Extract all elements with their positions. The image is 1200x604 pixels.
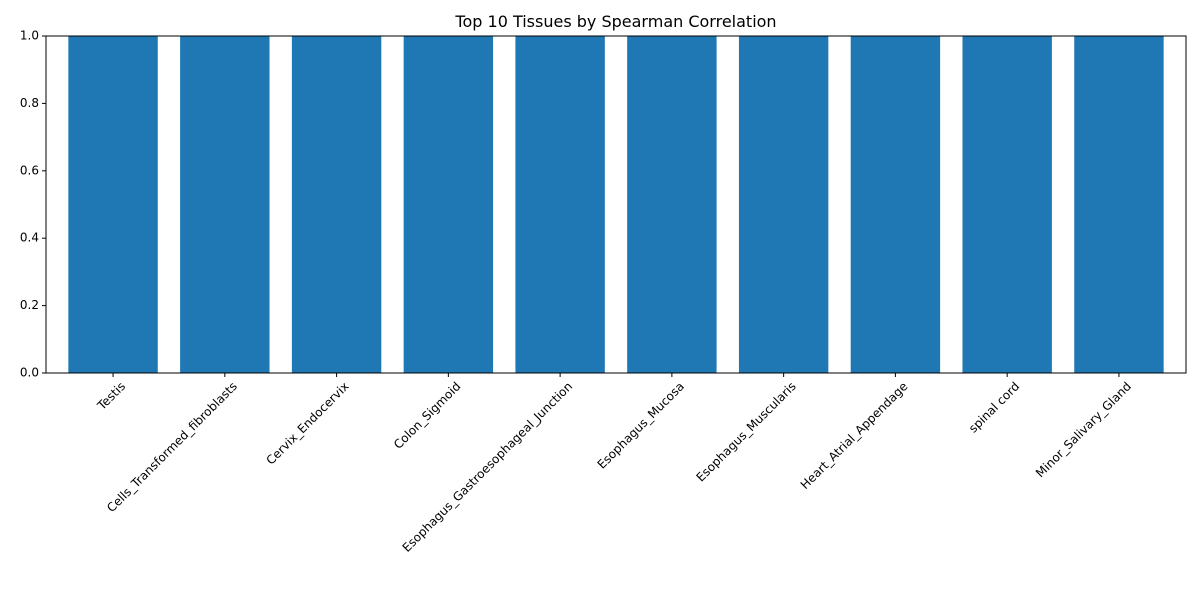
plot-frame: [45, 35, 1187, 374]
y-tick-label-3: 0.4: [20, 231, 39, 245]
y-tick-label-5: 0.8: [20, 96, 39, 110]
y-axis: 0.0 0.2 0.4 0.6 0.8 1.0: [20, 29, 46, 380]
x-tick-label-8: Heart_Atrial_Appendage: [798, 379, 911, 492]
x-tick-label-1: Testis: [94, 379, 128, 413]
bar-10: [1074, 36, 1164, 373]
bar-8: [850, 36, 941, 373]
y-tick-label-1: 0.0: [20, 366, 39, 380]
x-tick-label-10: Minor_Salivary_Gland: [1033, 379, 1134, 480]
bar-4: [403, 36, 494, 373]
x-tick-label-3: Cervix_Endocervix: [263, 379, 351, 467]
y-tick-label-2: 0.2: [20, 298, 39, 312]
bar-2: [180, 36, 270, 373]
bar-3: [291, 36, 382, 373]
bar-6: [627, 36, 717, 373]
bars-group: [68, 36, 1164, 373]
x-tick-label-2: Cells_Transformed_fibroblasts: [104, 379, 240, 515]
bar-5: [515, 36, 605, 373]
bar-1: [68, 36, 158, 373]
y-tick-label-6: 1.0: [20, 29, 39, 43]
bar-7: [738, 36, 829, 373]
x-tick-label-4: Colon_Sigmoid: [391, 379, 464, 452]
bar-9: [962, 36, 1052, 373]
x-tick-label-6: Esophagus_Mucosa: [595, 379, 687, 471]
x-tick-label-9: spinal cord: [966, 379, 1022, 435]
x-tick-label-7: Esophagus_Muscularis: [694, 379, 799, 484]
chart-title: Top 10 Tissues by Spearman Correlation: [454, 12, 776, 31]
y-tick-label-4: 0.6: [20, 163, 39, 177]
